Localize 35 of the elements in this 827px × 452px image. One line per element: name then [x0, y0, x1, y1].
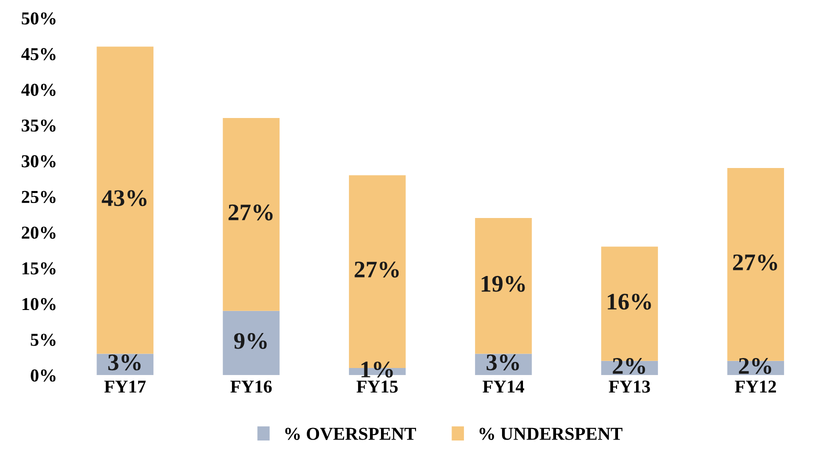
y-tick-label: 20% — [22, 226, 56, 239]
bar — [222, 118, 280, 311]
x-tick-label: FY13 — [608, 380, 650, 393]
data-label: 27% — [228, 204, 273, 220]
x-tick-label: FY12 — [734, 380, 776, 393]
bar — [475, 218, 532, 354]
data-label: 16% — [608, 294, 651, 310]
y-tick-label: 25% — [22, 190, 56, 204]
y-tick-label: 45% — [21, 48, 56, 60]
y-tick-label: 35% — [22, 119, 56, 132]
data-label: 27% — [733, 254, 778, 270]
data-label: 9% — [234, 333, 267, 350]
data-label: 3% — [108, 354, 141, 370]
y-tick-label: 50% — [22, 12, 56, 25]
x-tick-label: FY16 — [230, 380, 272, 393]
bar — [222, 310, 280, 376]
x-tick-label: FY14 — [482, 380, 524, 393]
legend-label: % UNDERSPENT — [480, 428, 622, 440]
y-tick-label: 30% — [22, 155, 56, 168]
y-tick-label: 40% — [21, 84, 56, 96]
data-label: 2% — [612, 358, 646, 374]
y-tick-label: 5% — [30, 334, 56, 346]
data-label: 2% — [738, 358, 772, 374]
x-tick-label: FY15 — [356, 380, 398, 393]
bar — [96, 46, 154, 354]
data-label: 3% — [486, 354, 519, 370]
legend-label: % OVERSPENT — [285, 428, 416, 440]
data-label: 19% — [482, 276, 525, 292]
y-tick-label: 15% — [22, 262, 56, 275]
data-label: 27% — [354, 262, 399, 278]
y-tick-label: 0% — [30, 369, 56, 382]
x-tick-label: FY17 — [104, 380, 146, 393]
data-label: 1% — [362, 362, 393, 378]
y-tick-label: 10% — [22, 298, 56, 310]
data-label: 43% — [102, 190, 146, 206]
